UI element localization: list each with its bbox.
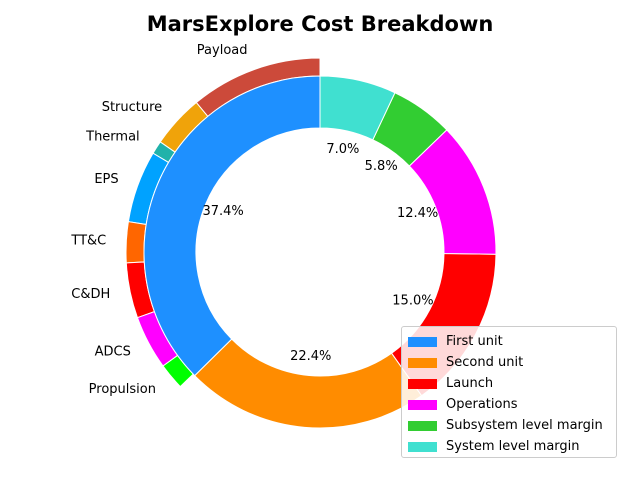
outer-label-canddh: C&DH <box>71 287 110 302</box>
legend-item-operations: Operations <box>408 394 610 415</box>
outer-label-propulsion: Propulsion <box>89 382 156 397</box>
legend-item-subsystem-level-margin: Subsystem level margin <box>408 415 610 436</box>
percent-label-second-unit: 22.4% <box>290 349 331 364</box>
percent-label-subsystem-level-margin: 5.8% <box>365 159 398 174</box>
legend: First unit Second unit Launch Operations Sub… <box>401 326 617 458</box>
chart-title: MarsExplore Cost Breakdown <box>147 12 494 36</box>
legend-swatch <box>408 357 437 368</box>
outer-wedge-ttandc <box>125 221 147 264</box>
outer-label-structure: Structure <box>102 100 162 115</box>
legend-swatch <box>408 399 437 410</box>
percent-label-launch: 15.0% <box>392 293 433 308</box>
legend-item-first-unit: First unit <box>408 331 610 352</box>
outer-labels: Payload Structure Thermal EPS TT&C C&DH ADCS Pr… <box>70 43 247 397</box>
outer-label-payload: Payload <box>197 43 248 58</box>
legend-item-system-level-margin: System level margin <box>408 436 610 457</box>
percent-label-first-unit: 37.4% <box>202 204 243 219</box>
legend-swatch <box>408 336 437 347</box>
legend-item-launch: Launch <box>408 373 610 394</box>
inner-wedge-system-level-margin <box>319 75 396 141</box>
legend-label: System level margin <box>446 439 580 454</box>
legend-label: Second unit <box>446 355 524 370</box>
legend-label: Launch <box>446 376 494 391</box>
outer-label-ttandc: TT&C <box>70 234 106 249</box>
percent-labels: 37.4% 22.4% 15.0% 12.4% 5.8% 7.0% <box>202 142 438 364</box>
legend-label: First unit <box>446 334 503 349</box>
outer-label-eps: EPS <box>94 172 118 187</box>
legend-item-second-unit: Second unit <box>408 352 610 373</box>
legend-swatch <box>408 420 437 431</box>
percent-label-operations: 12.4% <box>397 206 438 221</box>
percent-label-system-level-margin: 7.0% <box>326 142 359 157</box>
legend-label: Subsystem level margin <box>446 418 603 433</box>
inner-wedge-first-unit <box>143 75 321 377</box>
outer-label-adcs: ADCS <box>95 345 131 360</box>
legend-swatch <box>408 441 437 452</box>
legend-swatch <box>408 378 437 389</box>
legend-label: Operations <box>446 397 518 412</box>
outer-label-thermal: Thermal <box>85 129 140 144</box>
